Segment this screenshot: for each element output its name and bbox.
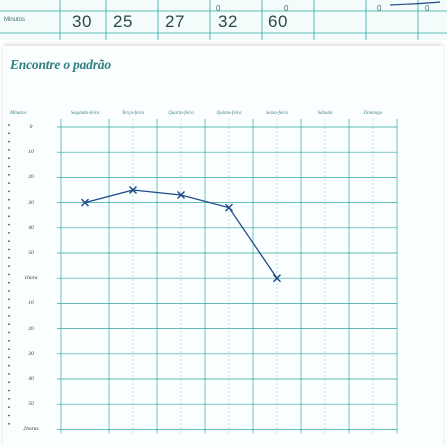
back-tick: 0 [284,4,289,13]
margin-dot [8,323,10,326]
margin-dot [8,256,10,259]
margin-dot [8,281,10,284]
row-label: 20 [28,174,34,181]
row-label: 30 [28,350,34,357]
margin-dot [8,339,10,342]
margin-dot [8,414,10,417]
margin-dot [8,273,10,276]
margin-dot [8,406,10,409]
margin-dot [8,240,10,243]
data-point-x-mark [273,274,281,283]
back-sheet-label: Minutos [4,17,26,23]
margin-dot [8,223,10,226]
margin-dot [8,331,10,334]
margin-dot [8,422,10,425]
column-header: Terça-feira [121,111,145,116]
margin-dot [8,381,10,384]
back-sheet: Minutos 0 0 0 0 30 25 27 32 60 [0,0,447,40]
column-header: Sábado [317,111,333,116]
margin-dot [8,190,10,193]
row-label: 10 [28,300,34,307]
margin-dot [8,215,10,218]
back-sheet-grid [0,0,447,40]
margin-dot [8,248,10,251]
row-label: 50 [28,250,34,256]
back-tick: 0 [377,4,382,13]
back-value: 27 [165,12,185,31]
column-header: Quinta-feira [216,111,242,116]
margin-dot [8,373,10,375]
margin-dot [8,173,10,176]
column-header: Domingo [363,111,383,116]
margin-dot [8,182,10,185]
margin-dot [8,356,10,359]
column-header: Quarta-feira [168,111,194,116]
margin-dot [8,140,10,143]
back-tick: 0 [425,4,430,13]
row-label: 20 [28,325,34,332]
column-header: Sexta-feira [266,111,288,116]
row-label: 40 [28,224,34,231]
margin-dot [8,149,10,151]
row-label: 30 [28,199,34,206]
data-point-x-mark [129,186,137,194]
margin-dot [8,165,10,168]
row-label: 1hora [24,275,38,282]
margin-dot [8,398,10,400]
margin-dot [8,265,10,267]
row-label: 40 [28,376,34,382]
page-title: Encontre o padrão [10,57,111,72]
margin-dot [8,207,10,209]
margin-dot [8,132,10,135]
column-header: Segunda-feira [70,111,100,116]
margin-dot [8,389,10,392]
row-label: 50 [28,401,34,408]
margin-dot [8,157,10,160]
row-label: 2horas [23,426,39,433]
data-point-x-mark [81,198,89,207]
margin-dot [8,306,10,309]
back-value: 25 [113,12,133,31]
column-header: Minutos [10,111,27,116]
data-point-x-mark [177,191,185,200]
margin-dot [8,348,10,350]
back-value: 32 [218,12,238,31]
row-label: 10 [28,149,34,156]
back-value: 60 [268,12,288,31]
margin-dot [8,364,10,367]
time-grid [8,119,398,434]
margin-dot [8,315,10,317]
margin-dot [8,198,10,201]
data-point-x-mark [225,203,233,212]
margin-dot [8,290,10,292]
margin-dot [8,298,10,301]
back-tick: 0 [216,4,221,13]
margin-dot [8,124,10,126]
row-label: 0 [29,124,33,130]
back-value: 30 [72,12,92,31]
margin-dot [8,232,10,234]
worksheet: Encontre o padrão Minutos Segunda-feira … [3,46,443,448]
